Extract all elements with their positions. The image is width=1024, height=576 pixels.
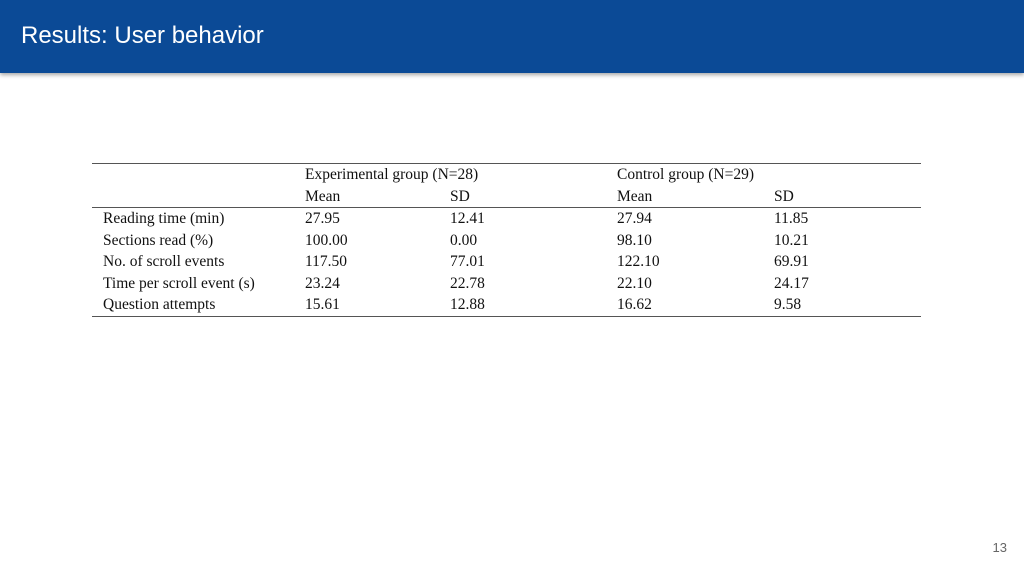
table-cell: 69.91 xyxy=(774,253,809,271)
table-cell: 117.50 xyxy=(305,253,348,271)
row-label: Time per scroll event (s) xyxy=(103,274,255,292)
corner-cell xyxy=(92,185,294,208)
table-cell: 24.17 xyxy=(774,274,809,292)
table-cell: 27.94 xyxy=(617,210,652,228)
table-cell: 15.61 xyxy=(294,294,439,317)
table-cell: 0.00 xyxy=(450,231,478,249)
table-cell: 11.85 xyxy=(774,210,809,228)
stat-header-mean: Mean xyxy=(606,185,763,208)
table-cell: 98.10 xyxy=(617,231,652,249)
table-cell: 100.00 xyxy=(305,231,348,249)
table-row: Question attempts 15.61 12.88 16.62 9.58 xyxy=(92,294,921,317)
table-cell: 12.41 xyxy=(450,210,485,228)
table-cell: 77.01 xyxy=(450,253,485,271)
table-cell: 22.10 xyxy=(617,274,652,292)
table-row: Sections read (%) 100.00 0.00 98.10 10.2… xyxy=(92,230,921,252)
table-cell: 23.24 xyxy=(305,274,340,292)
row-label: Question attempts xyxy=(92,294,294,317)
stat-header-sd: SD xyxy=(763,185,921,208)
table-cell: 12.88 xyxy=(439,294,606,317)
table-row: No. of scroll events 117.50 77.01 122.10… xyxy=(92,251,921,273)
table-cell: 122.10 xyxy=(617,253,660,271)
row-label: Sections read (%) xyxy=(103,231,214,249)
stat-header-mean: Mean xyxy=(294,185,439,208)
table-cell: 16.62 xyxy=(606,294,763,317)
group-header-row: Experimental group (N=28) Control group … xyxy=(92,163,921,186)
stat-header-sd: SD xyxy=(439,185,606,208)
page-number: 13 xyxy=(992,540,1007,555)
row-label: Reading time (min) xyxy=(103,210,225,228)
table-cell: 10.21 xyxy=(774,231,809,249)
group-header-experimental: Experimental group (N=28) xyxy=(294,163,606,186)
results-table: Experimental group (N=28) Control group … xyxy=(92,163,921,317)
stat-header-row: Mean SD Mean SD xyxy=(92,185,921,208)
table-row: Reading time (min) 27.95 12.41 27.94 11.… xyxy=(92,208,921,230)
group-header-control: Control group (N=29) xyxy=(606,163,921,186)
row-label: No. of scroll events xyxy=(103,253,225,271)
title-bar: Results: User behavior xyxy=(0,0,1024,73)
table-row: Time per scroll event (s) 23.24 22.78 22… xyxy=(92,273,921,295)
table-cell: 27.95 xyxy=(305,210,340,228)
corner-cell xyxy=(92,163,294,186)
table-cell: 9.58 xyxy=(763,294,921,317)
table-cell: 22.78 xyxy=(450,274,485,292)
slide-title: Results: User behavior xyxy=(21,22,264,49)
